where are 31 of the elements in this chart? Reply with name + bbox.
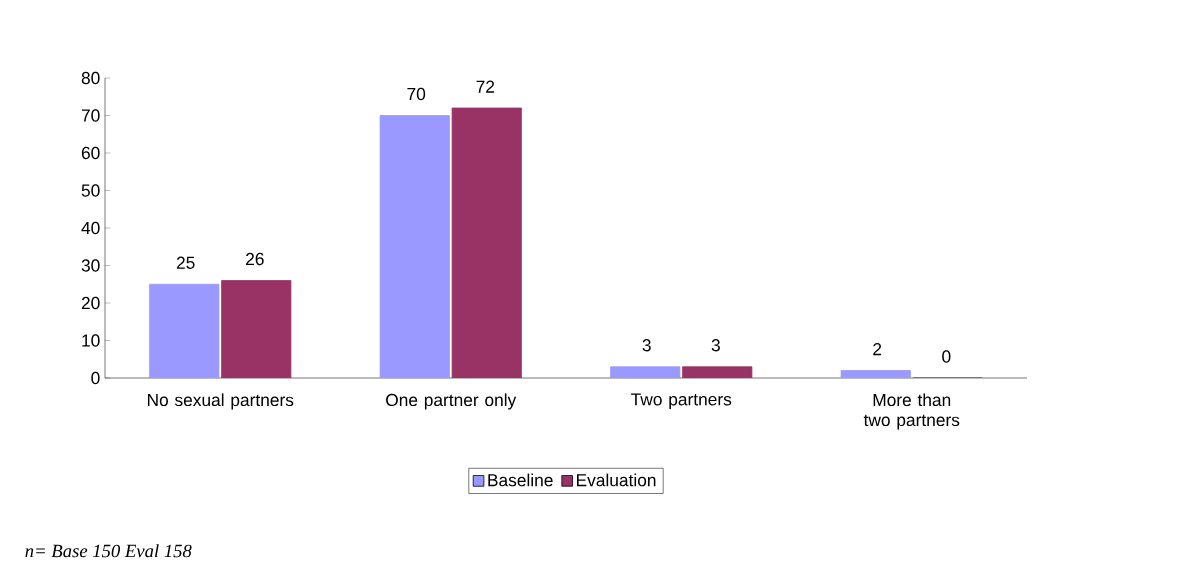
data-label: 0: [942, 350, 951, 363]
y-tick-label: 40: [81, 221, 100, 235]
data-label: 26: [246, 252, 264, 266]
y-tick-label: 30: [81, 259, 100, 272]
y-tick-label: 60: [81, 146, 100, 160]
x-tick-label: More than two partners: [863, 393, 960, 430]
data-label: 72: [476, 80, 495, 93]
legend-label: Baseline: [488, 473, 553, 487]
x-tick-label: Two partners: [631, 393, 732, 409]
y-tick-label: 80: [81, 71, 100, 85]
x-tick-label: No sexual partners: [147, 393, 294, 410]
bar: [379, 115, 450, 379]
y-tick-label: 70: [81, 109, 100, 122]
y-tick-label: 20: [81, 296, 100, 310]
bar: [451, 107, 522, 379]
data-label: 3: [711, 339, 720, 352]
data-label: 25: [176, 256, 195, 269]
bar: [610, 366, 681, 379]
y-tick-label: 10: [82, 334, 100, 347]
x-tick-label: One partner only: [386, 393, 517, 410]
bar: [840, 370, 911, 379]
bar: [149, 283, 220, 379]
bar: [682, 366, 753, 379]
text: n= Base 150 Eval 158: [25, 544, 192, 558]
y-tick-label: 0: [91, 371, 100, 385]
data-label: 2: [873, 343, 882, 356]
data-label: 3: [642, 339, 651, 352]
legend-label: Evaluation: [577, 473, 656, 487]
data-label: 70: [407, 87, 426, 101]
y-tick-label: 50: [81, 184, 100, 197]
bar: [221, 280, 292, 379]
